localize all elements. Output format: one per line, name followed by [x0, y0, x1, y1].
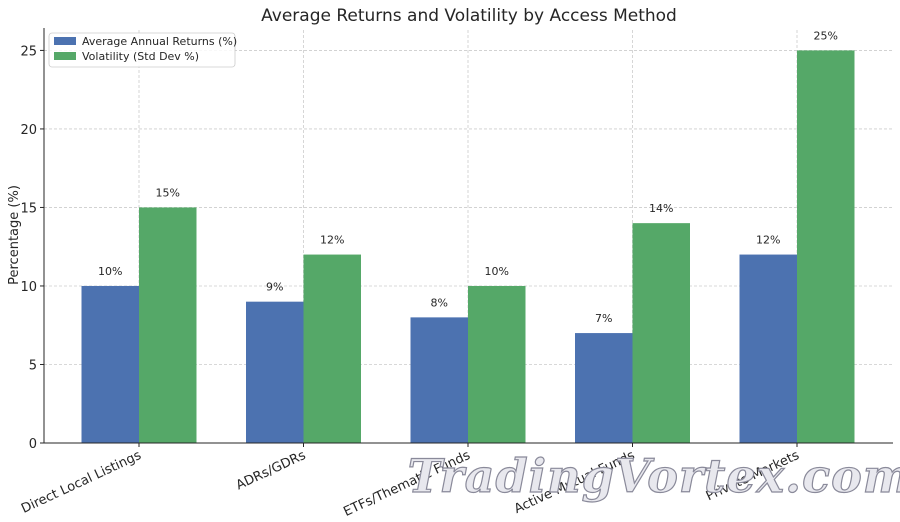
legend-label: Volatility (Std Dev %) [82, 50, 199, 63]
y-tick-label: 25 [20, 44, 37, 59]
data-label: 7% [595, 312, 612, 325]
data-label: 15% [156, 186, 180, 199]
data-label: 25% [814, 29, 838, 42]
data-label: 9% [266, 281, 283, 294]
volatility-bar [468, 285, 526, 443]
data-label: 10% [98, 265, 122, 278]
legend-swatch [54, 37, 76, 45]
returns-bar [575, 333, 633, 443]
y-axis-label: Percentage (%) [7, 185, 22, 285]
axes [40, 28, 893, 447]
y-tick-label: 20 [20, 123, 37, 138]
volatility-bar [797, 50, 855, 443]
data-labels: 10% 9% 8% 7% 12% 15% 12% 10% 14% 25% [98, 29, 838, 325]
data-label: 12% [320, 234, 344, 247]
returns-bar [246, 301, 304, 443]
x-tick-label: Direct Local Listings [19, 448, 144, 517]
bars [81, 50, 855, 443]
x-tick-label: ADRs/GDRs [234, 448, 308, 493]
data-label: 14% [649, 202, 673, 215]
legend-box [48, 32, 236, 68]
legend-swatch [54, 52, 76, 60]
y-tick-label: 0 [29, 437, 37, 452]
legend[interactable]: Average Annual Returns (%) Volatility (St… [48, 32, 237, 68]
volatility-bar [139, 207, 197, 443]
volatility-bar [632, 223, 690, 443]
data-label: 8% [431, 296, 448, 309]
y-tick-label: 15 [20, 201, 37, 216]
data-label: 12% [756, 234, 780, 247]
returns-bar [410, 317, 468, 443]
y-tick-label: 5 [29, 358, 37, 373]
y-tick-labels: 0 5 10 15 20 25 [20, 44, 37, 452]
chart-title: Average Returns and Volatility by Access… [261, 6, 677, 26]
returns-bar [739, 254, 797, 443]
volatility-bar [303, 254, 361, 443]
data-label: 10% [485, 265, 509, 278]
y-tick-label: 10 [20, 280, 37, 295]
returns-bar [81, 285, 139, 443]
watermark-logo: TradingVortex.com [408, 449, 900, 503]
legend-label: Average Annual Returns (%) [82, 35, 237, 48]
